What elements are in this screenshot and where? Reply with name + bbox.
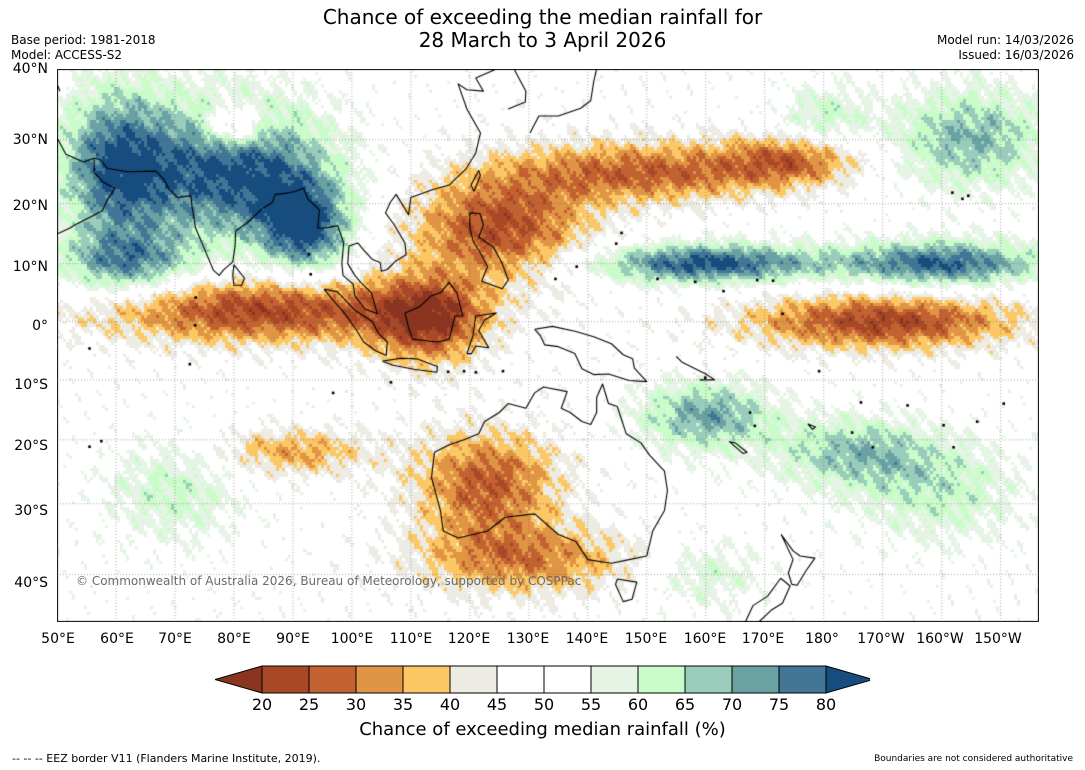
colorbar-tick-label: 65 bbox=[674, 695, 696, 714]
lon-label-180: 180° bbox=[805, 631, 839, 647]
lon-label-140e: 140°E bbox=[565, 631, 609, 647]
lat-label-40n: 40°N bbox=[12, 61, 48, 77]
colorbar-title: Chance of exceeding median rainfall (%) bbox=[359, 719, 726, 740]
boundary-disclaimer: Boundaries are not considered authoritat… bbox=[874, 754, 1073, 764]
lon-label-150w: 150°W bbox=[974, 631, 1022, 647]
lon-label-150e: 150°E bbox=[624, 631, 668, 647]
colorbar-bin bbox=[778, 665, 827, 694]
lon-label-170w: 170°W bbox=[857, 631, 905, 647]
lon-label-80e: 80°E bbox=[217, 631, 251, 647]
lon-label-130e: 130°E bbox=[506, 631, 550, 647]
colorbar-bin bbox=[731, 665, 780, 694]
colorbar-tick-label: 30 bbox=[345, 695, 367, 714]
lat-label-equator: 0° bbox=[32, 318, 48, 334]
lon-label-170e: 170°E bbox=[741, 631, 785, 647]
lat-label-10s: 10°S bbox=[14, 377, 48, 393]
colorbar-tick-label: 20 bbox=[251, 695, 273, 714]
meta-left: Base period: 1981-2018 Model: ACCESS-S2 bbox=[11, 33, 156, 63]
map-title-line1: Chance of exceeding the median rainfall … bbox=[322, 5, 763, 29]
colorbar-bin bbox=[684, 665, 733, 694]
lon-label-160e: 160°E bbox=[683, 631, 727, 647]
colorbar-tick-label: 50 bbox=[533, 695, 555, 714]
colorbar-tick-label: 75 bbox=[768, 695, 790, 714]
lat-label-10n: 10°N bbox=[12, 259, 48, 275]
colorbar-bin bbox=[308, 665, 357, 694]
lon-label-100e: 100°E bbox=[330, 631, 374, 647]
colorbar-tick-label: 80 bbox=[815, 695, 837, 714]
eez-border-note: -- -- -- EEZ border V11 (Flanders Marine… bbox=[12, 752, 321, 765]
colorbar-tick-label: 55 bbox=[580, 695, 602, 714]
colorbar-tick-label: 35 bbox=[392, 695, 414, 714]
issued-date: Issued: 16/03/2026 bbox=[958, 48, 1074, 62]
colorbar-tick-label: 25 bbox=[298, 695, 320, 714]
colorbar-bin bbox=[261, 665, 310, 694]
colorbar bbox=[215, 665, 870, 694]
lon-label-60e: 60°E bbox=[100, 631, 134, 647]
lon-label-120e: 120°E bbox=[447, 631, 491, 647]
colorbar-bin bbox=[449, 665, 498, 694]
lon-label-90e: 90°E bbox=[276, 631, 310, 647]
lon-label-50e: 50°E bbox=[41, 631, 75, 647]
colorbar-tick-label: 45 bbox=[486, 695, 508, 714]
colorbar-over-arrow bbox=[825, 665, 870, 694]
lat-label-30n: 30°N bbox=[12, 132, 48, 148]
colorbar-bin bbox=[496, 665, 545, 694]
colorbar-bin bbox=[402, 665, 451, 694]
map-title-line2: 28 March to 3 April 2026 bbox=[418, 28, 667, 52]
model-name: Model: ACCESS-S2 bbox=[11, 48, 123, 62]
colorbar-tick-label: 40 bbox=[439, 695, 461, 714]
rainfall-probability-map bbox=[57, 69, 1039, 622]
lon-label-70e: 70°E bbox=[158, 631, 192, 647]
base-period: Base period: 1981-2018 bbox=[11, 33, 156, 47]
model-run: Model run: 14/03/2026 bbox=[936, 33, 1074, 47]
colorbar-bin bbox=[637, 665, 686, 694]
meta-right: Model run: 14/03/2026 Issued: 16/03/2026 bbox=[937, 33, 1074, 63]
colorbar-bin bbox=[355, 665, 404, 694]
copyright-notice: © Commonwealth of Australia 2026, Bureau… bbox=[76, 574, 582, 588]
lat-label-30s: 30°S bbox=[14, 503, 48, 519]
lat-label-40s: 40°S bbox=[14, 575, 48, 591]
colorbar-tick-label: 60 bbox=[627, 695, 649, 714]
colorbar-tick-label: 70 bbox=[721, 695, 743, 714]
lat-label-20s: 20°S bbox=[14, 438, 48, 454]
lon-label-160w: 160°W bbox=[916, 631, 964, 647]
colorbar-under-arrow bbox=[215, 665, 263, 694]
colorbar-bin bbox=[543, 665, 592, 694]
lat-label-20n: 20°N bbox=[12, 198, 48, 214]
colorbar-bin bbox=[590, 665, 639, 694]
lon-label-110e: 110°E bbox=[389, 631, 433, 647]
